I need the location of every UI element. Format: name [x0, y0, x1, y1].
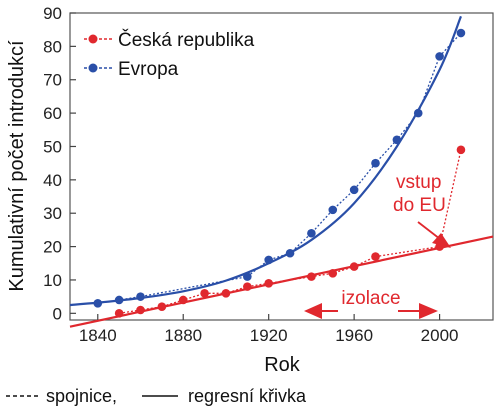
- legend: Česká republika Evropa: [84, 29, 255, 80]
- point-europe: [243, 272, 252, 281]
- annotation-eu-line2: do EU: [393, 195, 446, 216]
- y-tick-label: 30: [43, 204, 62, 223]
- x-tick-label: 1840: [79, 326, 117, 345]
- point-czech: [221, 289, 231, 298]
- point-europe: [456, 28, 466, 38]
- point-europe: [285, 248, 295, 258]
- point-czech: [243, 282, 252, 291]
- legend-czech-label: Česká republika: [118, 29, 255, 51]
- isolation-arrow-right-head: [419, 303, 438, 319]
- data-points: [93, 28, 466, 318]
- point-europe: [136, 292, 145, 301]
- point-czech: [349, 262, 359, 271]
- x-axis-title: Rok: [264, 354, 301, 376]
- point-europe: [264, 255, 273, 265]
- point-czech: [371, 252, 380, 261]
- y-tick-label: 90: [43, 4, 62, 23]
- x-tick-label: 1960: [335, 326, 373, 345]
- legend-europe-label: Evropa: [118, 59, 179, 80]
- point-czech: [136, 305, 145, 315]
- point-europe: [413, 108, 423, 118]
- point-europe: [435, 52, 444, 61]
- point-czech: [264, 278, 273, 288]
- legend-europe-marker: [88, 63, 98, 73]
- x-axis: 1840 1880 1920 1960 2000: [79, 314, 459, 345]
- y-axis-title: Kumulativní počet introdukcí: [6, 40, 28, 292]
- point-europe: [328, 205, 338, 215]
- isolation-arrow-left-head: [304, 303, 322, 319]
- annotations: vstup do EU izolace: [304, 172, 451, 319]
- y-tick-label: 10: [43, 271, 62, 290]
- y-tick-label: 0: [53, 304, 62, 323]
- point-europe: [349, 185, 359, 195]
- legend-czech-marker: [88, 34, 98, 44]
- point-europe: [93, 299, 103, 308]
- annotation-eu-line1: vstup: [396, 172, 441, 193]
- y-tick-label: 50: [43, 137, 62, 156]
- point-europe: [392, 135, 402, 145]
- annotation-eu-arrowhead: [432, 233, 451, 248]
- y-tick-label: 20: [43, 238, 62, 257]
- point-czech: [157, 302, 167, 311]
- point-czech: [456, 145, 466, 155]
- y-tick-label: 40: [43, 171, 62, 190]
- x-tick-label: 1880: [164, 326, 202, 345]
- point-czech: [200, 289, 209, 298]
- y-tick-label: 80: [43, 37, 62, 56]
- annotation-eu-arrow: [417, 221, 441, 240]
- y-tick-label: 70: [43, 71, 62, 90]
- plot-frame: [69, 12, 494, 321]
- x-tick-label: 2000: [421, 326, 459, 345]
- point-europe: [371, 158, 380, 168]
- note-solid-label: regresní křivka: [188, 386, 307, 406]
- point-czech: [178, 295, 188, 305]
- point-europe: [307, 228, 316, 238]
- y-tick-label: 60: [43, 104, 62, 123]
- point-europe: [114, 295, 124, 305]
- annotation-isolation: izolace: [341, 288, 400, 309]
- x-tick-label: 1920: [250, 326, 288, 345]
- note-dashed-label: spojnice,: [46, 386, 117, 406]
- connect-line-europe: [97, 32, 462, 304]
- point-czech: [328, 268, 338, 278]
- y-axis: 0 10 20 30 40 50 60 70 80 90: [43, 4, 76, 323]
- line-type-note: spojnice, regresní křivka: [6, 386, 307, 406]
- point-czech: [307, 272, 316, 281]
- point-czech: [114, 309, 124, 318]
